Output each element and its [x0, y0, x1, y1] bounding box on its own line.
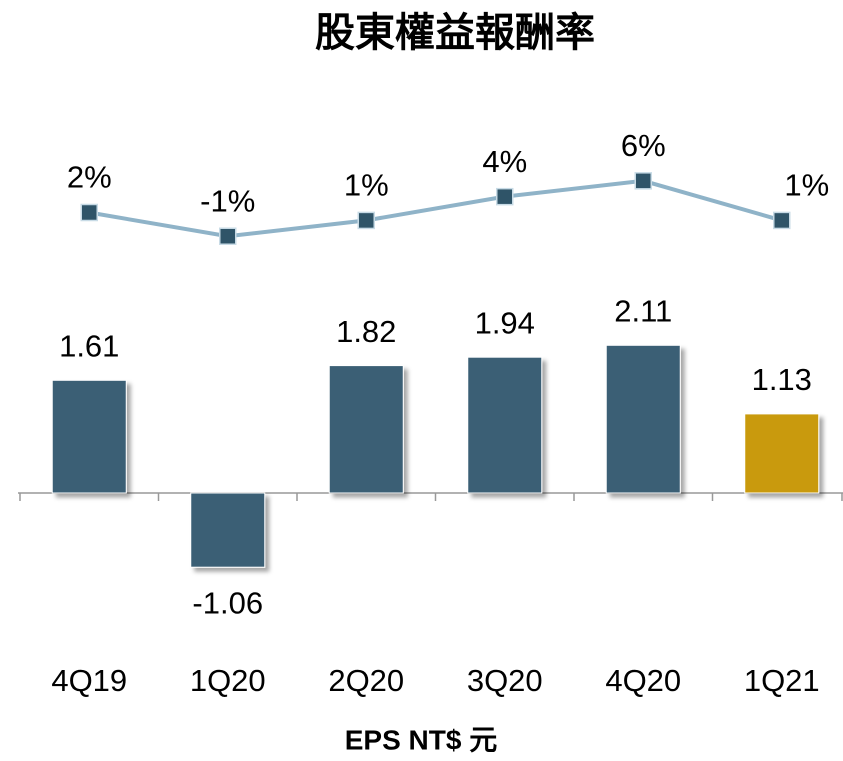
data-label: 6%	[621, 128, 666, 163]
bar	[605, 344, 681, 494]
data-label: 2%	[67, 160, 112, 195]
x-tick-label: 1Q20	[190, 663, 266, 698]
bar	[744, 413, 820, 494]
marker	[496, 187, 514, 206]
marker	[80, 203, 98, 222]
data-label: 1.61	[59, 328, 119, 363]
x-tick-label: 4Q19	[51, 663, 127, 698]
data-label: 1.94	[475, 305, 535, 340]
x-tick-label: 1Q21	[744, 663, 820, 698]
bar	[467, 356, 543, 494]
x-tick-label: 3Q20	[467, 663, 543, 698]
marker	[219, 227, 237, 245]
x-tick-label: 2Q20	[328, 663, 404, 698]
marker	[357, 211, 375, 230]
data-label: -1%	[200, 183, 255, 218]
x-tick-label: 4Q20	[605, 663, 681, 698]
data-label: 2.11	[614, 293, 672, 328]
bar	[190, 492, 266, 568]
line	[88, 178, 783, 239]
data-label: 1%	[784, 168, 829, 203]
data-label: 4%	[482, 144, 527, 179]
data-label: -1.06	[192, 585, 263, 620]
data-label: 1.13	[752, 362, 812, 397]
marker	[634, 172, 652, 190]
marker	[773, 211, 791, 230]
data-label: 1.82	[336, 314, 396, 349]
bar	[328, 365, 404, 494]
x-axis-label: EPS NT$ 元	[345, 724, 497, 755]
bar	[51, 379, 127, 494]
chart-title: 股東權益報酬率	[315, 9, 595, 56]
data-label: 1%	[344, 168, 389, 203]
